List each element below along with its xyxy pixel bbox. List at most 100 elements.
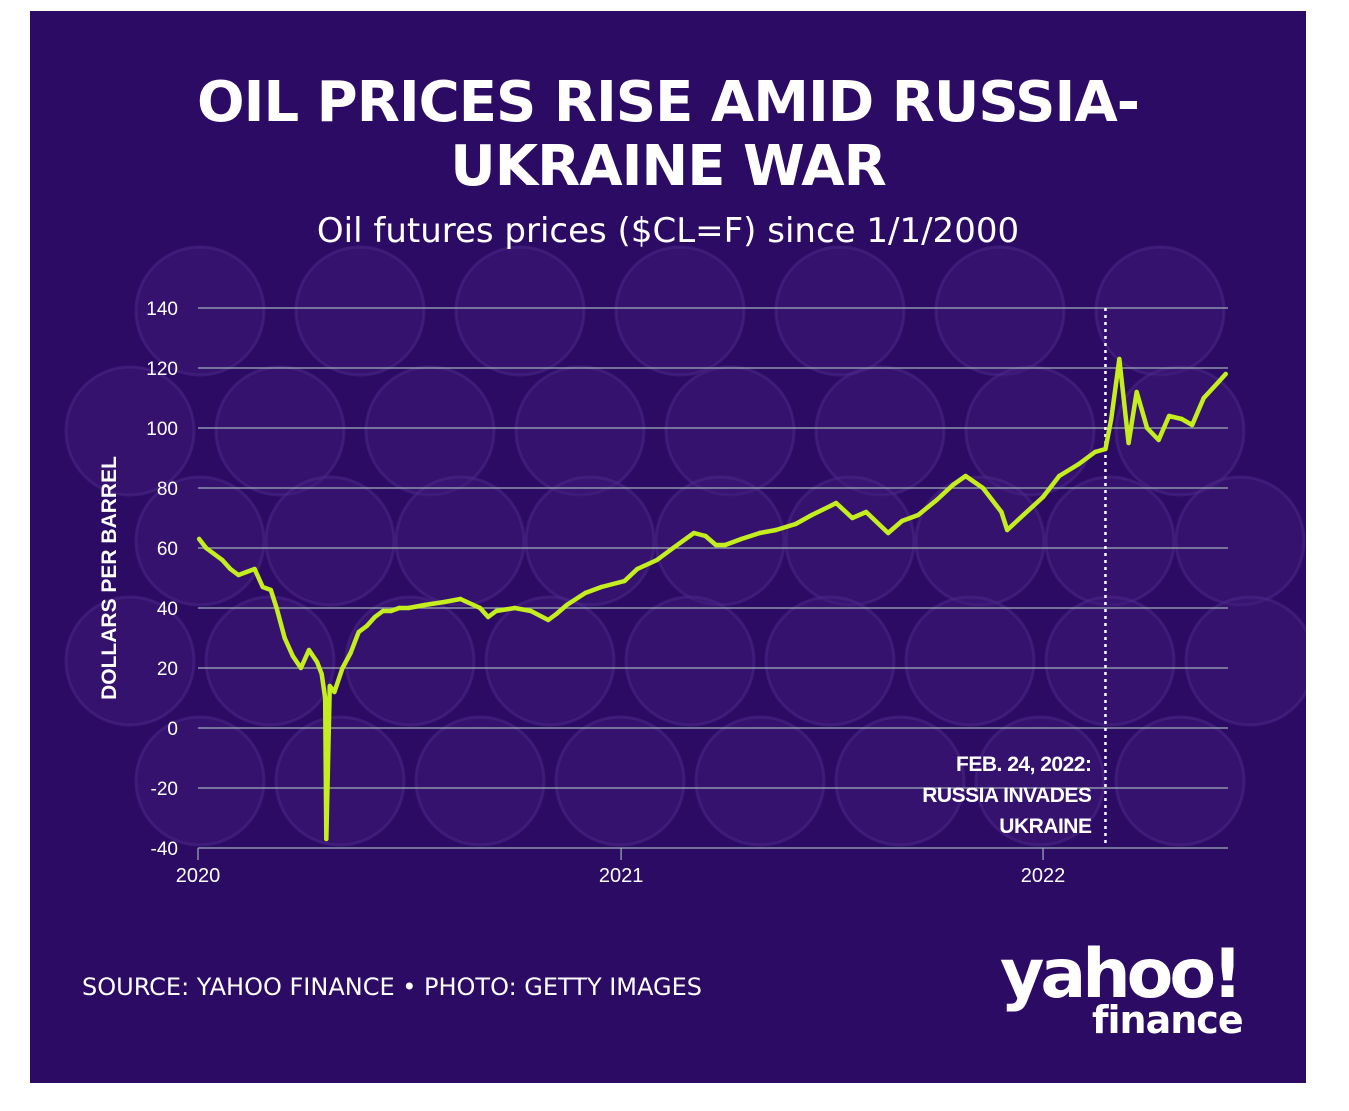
x-tick-label: 2022 — [1021, 865, 1066, 887]
barrel-shape — [454, 245, 586, 377]
oil-barrels-photo-background — [64, 245, 1306, 847]
y-tick-label: -20 — [151, 779, 178, 800]
x-tick-label: 2021 — [599, 865, 644, 887]
data-point — [833, 500, 839, 506]
data-point — [963, 473, 968, 479]
data-point — [1223, 371, 1228, 377]
data-point — [722, 542, 728, 548]
barrel-shape — [394, 475, 526, 607]
barrel-shape — [904, 595, 1036, 727]
data-point — [1109, 416, 1114, 422]
data-point — [528, 608, 534, 614]
data-point — [332, 689, 337, 695]
data-point — [1040, 494, 1046, 500]
barrel-shape — [214, 365, 346, 497]
data-point — [654, 557, 660, 563]
data-point — [388, 608, 394, 614]
data-point — [1156, 437, 1161, 443]
y-tick-label: 0 — [167, 719, 178, 740]
data-point — [1201, 395, 1206, 401]
data-point — [356, 629, 361, 635]
data-point — [244, 569, 249, 575]
data-point — [327, 683, 332, 689]
barrel-shape — [134, 245, 266, 377]
barrel-shape — [814, 365, 946, 497]
data-point — [999, 509, 1004, 515]
y-tick-label: 40 — [157, 599, 178, 620]
data-point — [477, 605, 483, 611]
data-point — [298, 665, 304, 671]
barrel-shape — [64, 365, 196, 497]
data-point — [980, 485, 986, 491]
data-point — [282, 635, 287, 641]
data-point — [863, 509, 869, 515]
data-point — [809, 512, 815, 518]
data-point — [274, 605, 279, 611]
data-point — [306, 647, 312, 653]
yahoo-finance-logo: yahoo! finance — [1000, 936, 1290, 1051]
data-point — [773, 527, 779, 533]
data-point — [934, 497, 939, 503]
barrel-shape — [134, 715, 266, 847]
data-point — [406, 605, 411, 611]
data-point — [290, 653, 295, 659]
barrel-shape — [264, 475, 396, 607]
data-point — [228, 566, 233, 572]
barrel-shape — [1044, 475, 1176, 607]
data-point — [324, 836, 329, 842]
data-point — [564, 602, 569, 608]
barrel-shape — [1174, 475, 1306, 607]
title-line-2: UKRAINE WAR — [450, 134, 887, 199]
barrel-shape — [274, 715, 406, 847]
line-chart: 140 120 100 80 60 40 20 0 -20 -40 2020 2021 2022 DOLL… — [98, 299, 1228, 887]
data-point — [635, 566, 640, 572]
barrel-shape — [204, 595, 336, 727]
y-tick-label: 80 — [157, 479, 178, 500]
data-point — [340, 665, 345, 671]
barrel-shape — [1114, 365, 1246, 497]
barrel-shape — [514, 365, 646, 497]
y-axis-label: DOLLARS PER BARREL — [98, 456, 121, 700]
barrel-shape — [484, 595, 616, 727]
y-tick-label: 60 — [157, 539, 178, 560]
event-annotation-text: RUSSIA INVADES — [922, 784, 1092, 807]
data-point — [546, 617, 551, 623]
data-point — [1134, 389, 1139, 395]
data-point — [1144, 425, 1150, 431]
logo-wordmark: yahoo! — [1000, 935, 1243, 1014]
data-point — [494, 608, 499, 614]
y-tick-label: 120 — [146, 359, 178, 380]
data-point — [485, 614, 491, 620]
infographic-card: OIL PRICES RISE AMID RUSSIA- UKRAINE WAR… — [30, 11, 1306, 1083]
barrel-shape — [764, 595, 896, 727]
data-point — [260, 584, 265, 590]
data-point — [599, 584, 604, 590]
data-point — [793, 521, 798, 527]
chart-subtitle: Oil futures prices ($CL=F) since 1/1/200… — [316, 211, 1020, 251]
data-point — [236, 572, 241, 578]
data-point — [348, 650, 353, 656]
source-credit: SOURCE: YAHOO FINANCE • PHOTO: GETTY IMA… — [82, 973, 703, 1001]
data-point — [1166, 413, 1172, 419]
data-point — [1179, 416, 1184, 422]
barrel-shape — [624, 595, 756, 727]
y-tick-label: 100 — [146, 419, 178, 440]
data-point — [380, 608, 386, 614]
barrel-shape — [1114, 715, 1246, 847]
data-point — [713, 542, 719, 548]
barrel-shape — [974, 715, 1106, 847]
barrel-shape — [554, 715, 686, 847]
data-point — [442, 599, 447, 605]
data-point — [1117, 356, 1122, 362]
data-point — [885, 530, 891, 536]
data-point — [1005, 527, 1010, 533]
y-tick-label: 20 — [157, 659, 178, 680]
data-point — [899, 518, 905, 524]
data-point — [211, 551, 217, 557]
data-point — [1021, 512, 1026, 518]
x-tick-label: 2020 — [176, 865, 221, 887]
data-point — [1215, 380, 1220, 386]
chart-title: OIL PRICES RISE AMID RUSSIA- UKRAINE WAR — [30, 71, 1306, 199]
data-point — [252, 566, 257, 572]
data-point — [850, 515, 855, 521]
